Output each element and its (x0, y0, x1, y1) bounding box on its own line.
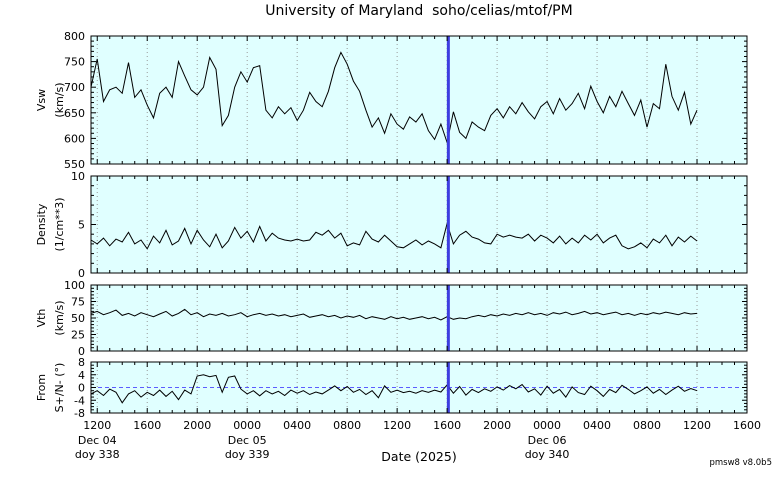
from-angle-ytick-label: -4 (74, 394, 85, 407)
density-panel-bg (91, 176, 747, 273)
vth-ytick-label: 25 (71, 329, 85, 342)
density-ytick-label: 0 (78, 267, 85, 280)
vth-trace (90, 308, 698, 321)
x-tick-label: 0000 (533, 419, 561, 432)
date-label: Dec 04 (78, 434, 117, 447)
x-tick-label: 1200 (383, 419, 411, 432)
version-label: pmsw8 v8.0b5 (709, 458, 772, 468)
density-ytick-label: 5 (78, 219, 85, 232)
vth-axis-title: Vth (35, 309, 48, 328)
density-axis-title: Density (35, 203, 48, 245)
x-tick-label: 0800 (333, 419, 361, 432)
from-angle-axis-units: S+/N- (°) (53, 363, 66, 413)
x-tick-label: 2000 (183, 419, 211, 432)
x-tick-label: 0400 (583, 419, 611, 432)
vth-ytick-label: 100 (64, 279, 85, 292)
date-label: Dec 05 (228, 434, 267, 447)
density-ytick-label: 10 (71, 170, 85, 183)
doy-label: doy 338 (75, 448, 120, 461)
doy-label: doy 340 (525, 448, 570, 461)
x-tick-label: 1200 (83, 419, 111, 432)
x-tick-label: 0000 (233, 419, 261, 432)
vsw-axis-units: (km/s) (53, 82, 66, 117)
vsw-ytick-label: 750 (64, 56, 85, 69)
vth-panel-bg (91, 285, 747, 351)
vth-ytick-label: 0 (78, 345, 85, 358)
x-axis-title: Date (2025) (381, 449, 457, 464)
date-label: Dec 06 (528, 434, 567, 447)
x-tick-label: 1600 (133, 419, 161, 432)
x-tick-label: 1600 (433, 419, 461, 432)
vsw-ytick-label: 700 (64, 81, 85, 94)
vsw-axis-title: Vsw (35, 89, 48, 111)
from-angle-ytick-label: 8 (78, 356, 85, 369)
vsw-trace (90, 51, 698, 145)
x-tick-label: 0800 (633, 419, 661, 432)
vsw-ytick-label: 800 (64, 30, 85, 43)
vsw-ytick-label: 550 (64, 158, 85, 171)
vth-ytick-label: 50 (71, 312, 85, 325)
density-axis-units: (1/cm**3) (53, 197, 66, 251)
from-angle-ytick-label: 0 (78, 382, 85, 395)
vth-axis-units: (km/s) (53, 300, 66, 335)
vsw-panel-bg (91, 36, 747, 164)
doy-label: doy 339 (225, 448, 270, 461)
vsw-ytick-label: 600 (64, 132, 85, 145)
x-tick-label: 2000 (483, 419, 511, 432)
from-angle-axis-title: From (35, 374, 48, 401)
x-tick-label: 1600 (733, 419, 761, 432)
vsw-frame (90, 35, 748, 165)
from-angle-ytick-label: -8 (74, 407, 85, 420)
x-tick-label: 0400 (283, 419, 311, 432)
plot-title: University of Maryland soho/celias/mtof/… (265, 3, 573, 19)
vth-ytick-label: 75 (71, 296, 85, 309)
from-angle-ytick-label: 4 (78, 369, 85, 382)
x-tick-label: 1200 (683, 419, 711, 432)
density-trace (90, 221, 698, 250)
vsw-ytick-label: 650 (64, 107, 85, 120)
from-angle-trace (90, 374, 698, 404)
